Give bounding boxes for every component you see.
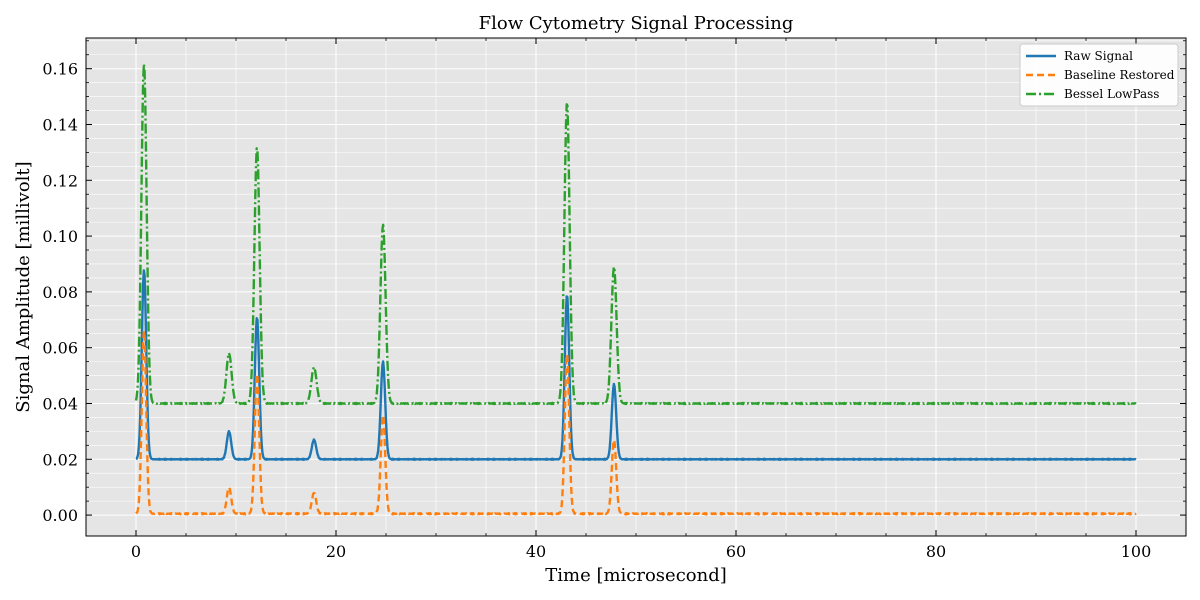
y-tick-label: 0.00 bbox=[42, 506, 78, 525]
legend-label: Raw Signal bbox=[1064, 49, 1133, 63]
y-tick-label: 0.16 bbox=[42, 60, 78, 79]
y-tick-label: 0.12 bbox=[42, 171, 78, 190]
x-tick-label: 0 bbox=[131, 542, 141, 561]
x-tick-label: 80 bbox=[926, 542, 946, 561]
x-tick-label: 20 bbox=[326, 542, 346, 561]
chart-title: Flow Cytometry Signal Processing bbox=[479, 13, 794, 34]
series-lines bbox=[134, 62, 1137, 516]
x-tick-label: 60 bbox=[726, 542, 746, 561]
x-tick-label: 40 bbox=[526, 542, 546, 561]
series-line-1 bbox=[135, 329, 1137, 516]
y-tick-label: 0.04 bbox=[42, 394, 78, 413]
legend-label: Bessel LowPass bbox=[1064, 87, 1159, 101]
axis-ticks: 0 20 40 60 80 100 0.00 0.02 0.04 0.06 0.08 0.10 0.12… bbox=[42, 38, 1187, 561]
series-line-0 bbox=[135, 269, 1137, 461]
y-tick-label: 0.14 bbox=[42, 115, 78, 134]
y-tick-label: 0.06 bbox=[42, 339, 78, 358]
y-tick-label: 0.02 bbox=[42, 450, 78, 469]
legend-label: Baseline Restored bbox=[1064, 68, 1175, 82]
series-line-2 bbox=[134, 62, 1137, 406]
legend-box bbox=[1019, 43, 1179, 107]
x-tick-label: 100 bbox=[1121, 542, 1152, 561]
x-axis-label: Time [microsecond] bbox=[545, 565, 727, 586]
y-axis-label: Signal Amplitude [millivolt] bbox=[13, 161, 34, 412]
y-tick-label: 0.10 bbox=[42, 227, 78, 246]
y-tick-label: 0.08 bbox=[42, 283, 78, 302]
legend: Raw Signal Baseline Restored Bessel LowPas… bbox=[1019, 43, 1179, 107]
